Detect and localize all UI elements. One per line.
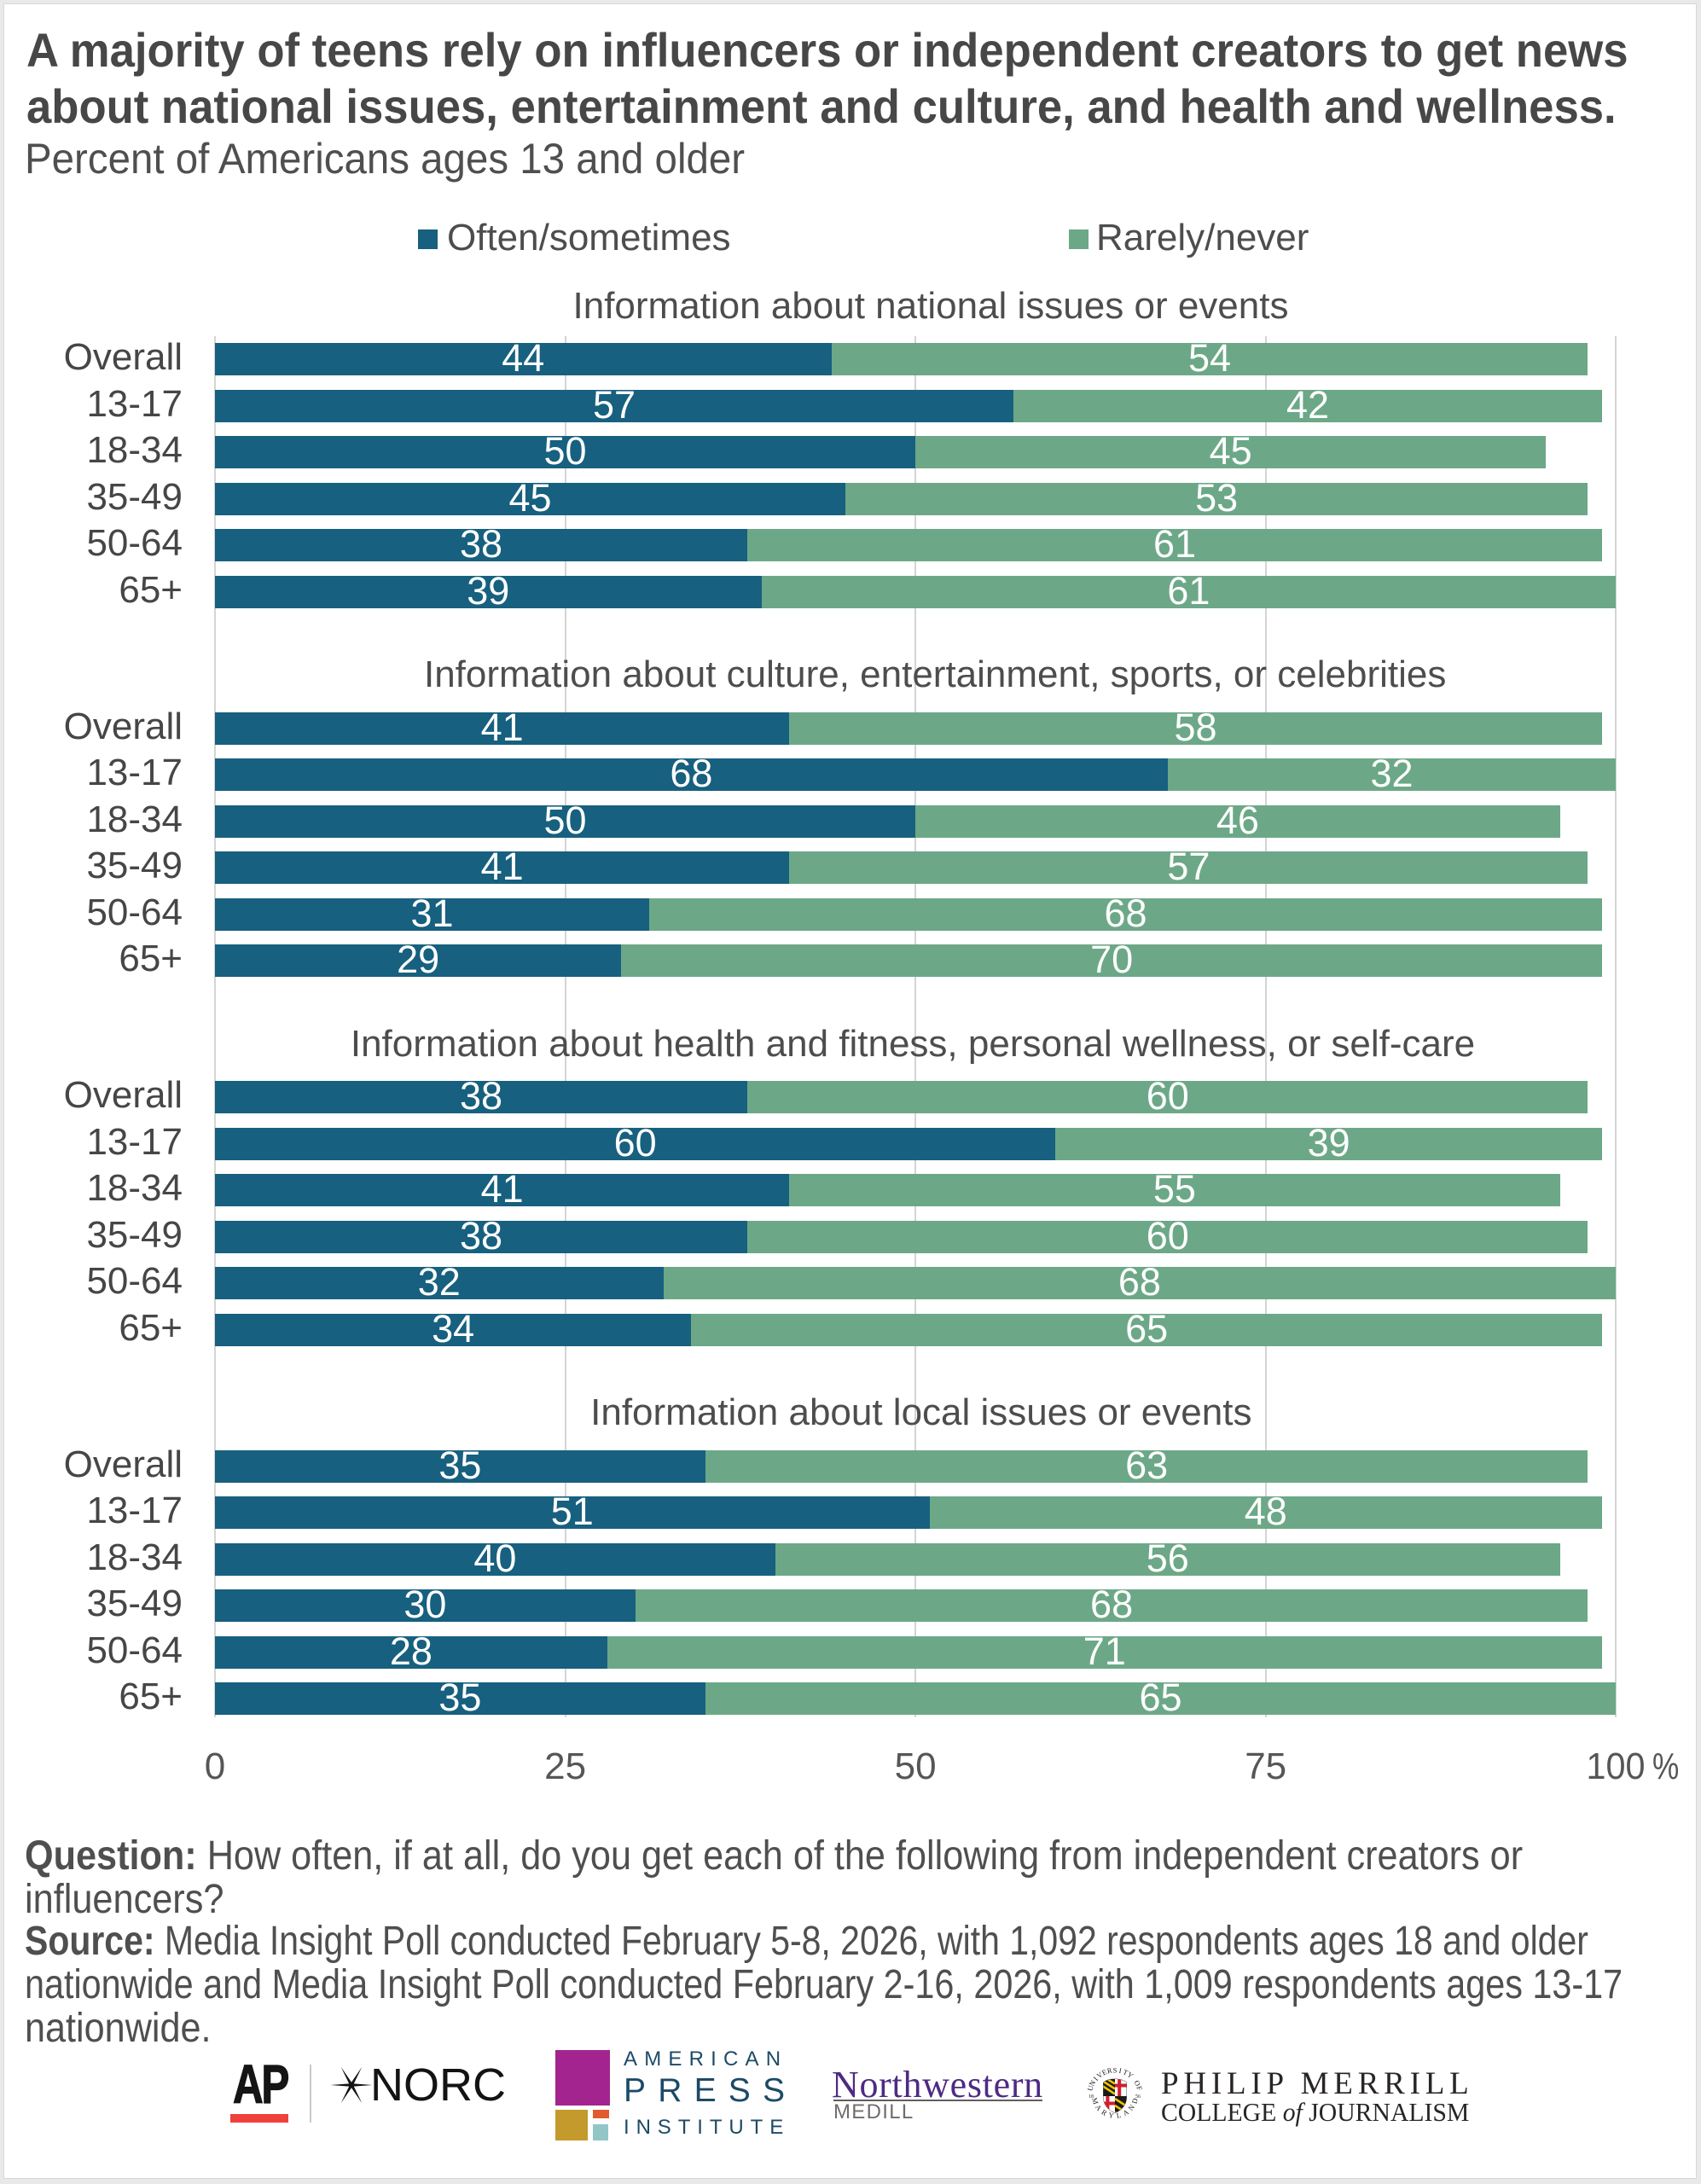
- svg-text:I: I: [1118, 2066, 1123, 2075]
- svg-text:Y: Y: [1108, 2110, 1115, 2119]
- svg-text:L: L: [1116, 2110, 1122, 2119]
- svg-text:U: U: [1086, 2083, 1095, 2092]
- svg-text:R: R: [1106, 2066, 1113, 2075]
- svg-text:M: M: [1090, 2096, 1100, 2106]
- svg-text:E: E: [1100, 2067, 1108, 2077]
- svg-text:R: R: [1100, 2107, 1108, 2117]
- svg-text:A: A: [1121, 2106, 1130, 2117]
- svg-text:Y: Y: [1126, 2070, 1135, 2080]
- svg-text:56: 56: [1135, 2094, 1141, 2100]
- svg-text:A: A: [1094, 2102, 1104, 2112]
- svg-text:N: N: [1126, 2102, 1136, 2112]
- svg-text:S: S: [1113, 2066, 1118, 2074]
- svg-text:V: V: [1095, 2069, 1106, 2079]
- svg-text:D: D: [1129, 2097, 1139, 2105]
- svg-text:18: 18: [1089, 2094, 1094, 2100]
- svg-text:O: O: [1133, 2078, 1143, 2087]
- svg-text:I: I: [1092, 2075, 1100, 2082]
- svg-text:T: T: [1122, 2067, 1130, 2077]
- svg-text:F: F: [1135, 2084, 1144, 2091]
- svg-text:N: N: [1088, 2077, 1098, 2087]
